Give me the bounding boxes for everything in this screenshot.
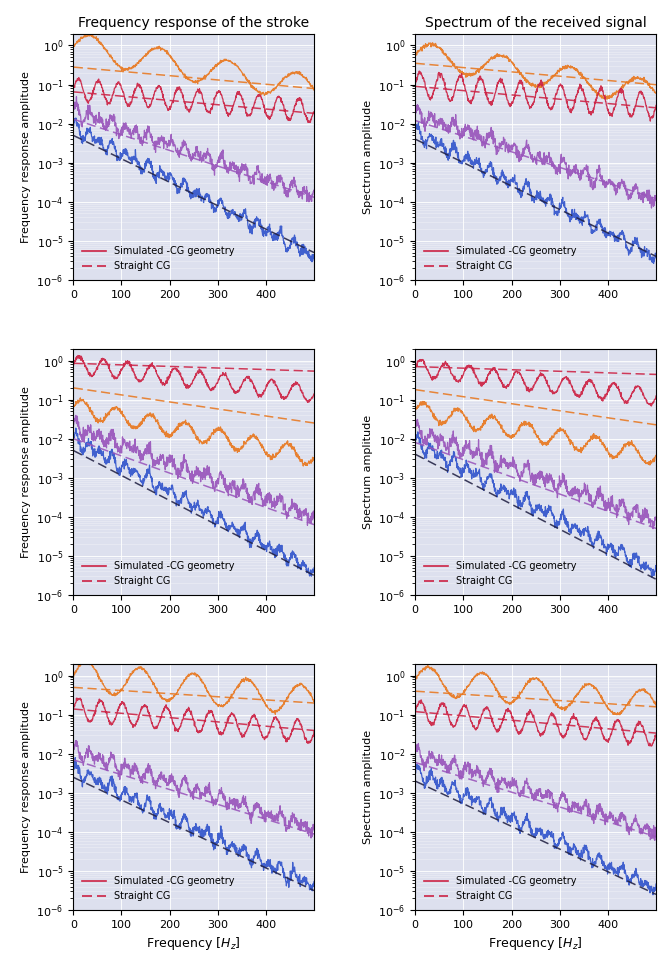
Y-axis label: Spectrum amplitude: Spectrum amplitude [362,730,372,844]
Legend: Simulated -CG geometry, Straight CG: Simulated -CG geometry, Straight CG [78,872,238,905]
Y-axis label: Spectrum amplitude: Spectrum amplitude [362,415,372,529]
Legend: Simulated -CG geometry, Straight CG: Simulated -CG geometry, Straight CG [420,558,581,590]
Y-axis label: Spectrum amplitude: Spectrum amplitude [362,100,372,214]
Y-axis label: Frequency response amplitude: Frequency response amplitude [21,386,31,558]
Title: Spectrum of the received signal: Spectrum of the received signal [425,15,647,30]
Legend: Simulated -CG geometry, Straight CG: Simulated -CG geometry, Straight CG [78,243,238,275]
Legend: Simulated -CG geometry, Straight CG: Simulated -CG geometry, Straight CG [420,243,581,275]
Y-axis label: Frequency response amplitude: Frequency response amplitude [21,701,31,872]
X-axis label: Frequency [$H_z$]: Frequency [$H_z$] [147,935,241,952]
Legend: Simulated -CG geometry, Straight CG: Simulated -CG geometry, Straight CG [420,872,581,905]
Title: Frequency response of the stroke: Frequency response of the stroke [78,15,309,30]
Legend: Simulated -CG geometry, Straight CG: Simulated -CG geometry, Straight CG [78,558,238,590]
Y-axis label: Frequency response amplitude: Frequency response amplitude [21,71,31,243]
X-axis label: Frequency [$H_z$]: Frequency [$H_z$] [488,935,583,952]
